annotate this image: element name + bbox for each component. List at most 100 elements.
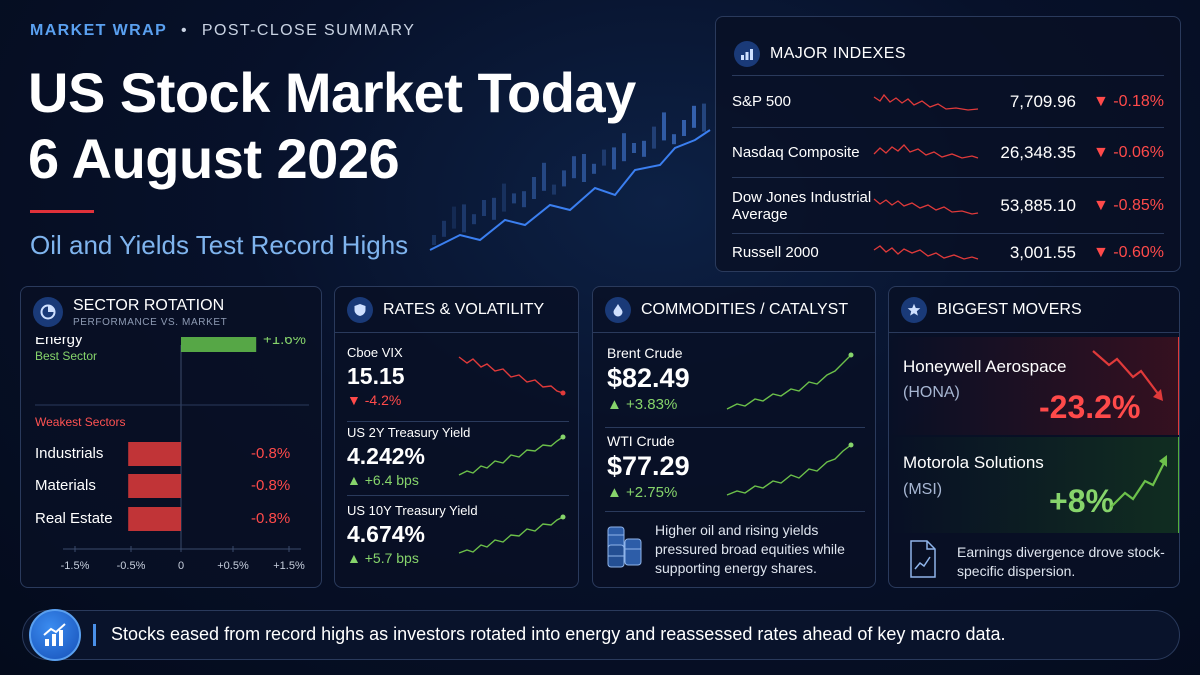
index-name: Russell 2000 xyxy=(732,244,819,261)
hero-candle xyxy=(602,149,606,166)
commodities-header: COMMODITIES / CATALYST xyxy=(593,287,875,333)
hero-candle xyxy=(652,126,656,149)
sector-rotation-panel: SECTOR ROTATION PERFORMANCE VS. MARKET B… xyxy=(20,286,322,588)
kicker-accent: MARKET WRAP xyxy=(30,22,168,39)
x-tick-label: +0.5% xyxy=(217,560,249,572)
trend-chart-icon xyxy=(29,609,81,661)
sector-name: Real Estate xyxy=(35,510,113,527)
indexes-header: MAJOR INDEXES xyxy=(716,17,1180,75)
sector-value: +1.6% xyxy=(263,337,306,348)
mover-name: Motorola Solutions xyxy=(903,453,1044,472)
sector-bar xyxy=(128,474,181,498)
index-sparkline xyxy=(873,244,979,260)
index-name: S&P 500 xyxy=(732,93,791,110)
kicker: MARKET WRAP • POST-CLOSE SUMMARY xyxy=(30,22,415,40)
index-sparkline xyxy=(873,93,979,111)
x-tick-label: -1.5% xyxy=(61,560,90,572)
mover-ticker: (MSI) xyxy=(903,481,943,498)
hero-candle xyxy=(442,220,446,237)
title-line-2: 6 August 2026 xyxy=(28,127,400,190)
rate-change: ▼ -4.2% xyxy=(347,392,402,408)
sector-bar-chart: -1.5% -0.5% 0 +0.5% +1.5% Energy +1.6% Industri… xyxy=(35,337,309,572)
rate-label: Cboe VIX xyxy=(347,345,403,360)
2y-yield-sparkline xyxy=(458,434,566,476)
index-row[interactable]: S&P 500 7,709.96 ▼ -0.18% xyxy=(732,75,1164,127)
mover-item-up[interactable]: Motorola Solutions (MSI) +8% xyxy=(889,437,1179,533)
indexes-title: MAJOR INDEXES xyxy=(770,45,906,62)
x-tick-label: -0.5% xyxy=(117,560,146,572)
hero-candle xyxy=(612,147,616,170)
hero-market-chart-graphic xyxy=(429,103,711,251)
footer-divider xyxy=(93,624,96,646)
pie-chart-icon xyxy=(33,297,63,327)
commodity-value: $77.29 xyxy=(607,451,690,481)
index-row[interactable]: Nasdaq Composite 26,348.35 ▼ -0.06% xyxy=(732,127,1164,177)
rate-value: 4.674% xyxy=(347,521,426,547)
rate-value: 15.15 xyxy=(347,363,405,389)
rate-label: US 10Y Treasury Yield xyxy=(347,503,478,518)
rate-item-2y: US 2Y Treasury Yield 4.242% ▲ +6.4 bps xyxy=(347,425,569,495)
biggest-movers-panel: BIGGEST MOVERS Honeywell Aerospace (HONA… xyxy=(888,286,1180,588)
rate-label: US 2Y Treasury Yield xyxy=(347,425,471,440)
wti-sparkline xyxy=(726,442,854,496)
hero-candle xyxy=(672,134,676,145)
hero-candle xyxy=(582,154,586,182)
hero-candle xyxy=(572,156,576,179)
rate-item-vix: Cboe VIX 15.15 ▼ -4.2% xyxy=(347,345,569,415)
commodities-note: Higher oil and rising yields pressured b… xyxy=(655,522,845,576)
hero-candle xyxy=(462,204,466,233)
up-arrow-graphic xyxy=(1110,455,1167,508)
mover-item-down[interactable]: Honeywell Aerospace (HONA) -23.2% xyxy=(889,337,1179,435)
sector-name: Materials xyxy=(35,477,96,494)
index-row[interactable]: Russell 2000 3,001.55 ▼ -0.60% xyxy=(732,233,1164,271)
hero-candle xyxy=(532,177,536,199)
vix-sparkline xyxy=(458,356,566,396)
mover-change: -23.2% xyxy=(1039,389,1141,425)
commodities-title: COMMODITIES / CATALYST xyxy=(641,300,849,318)
divider xyxy=(347,421,569,422)
sector-value: -0.8% xyxy=(251,477,290,494)
commodity-change: ▲ +3.83% xyxy=(607,396,678,413)
mover-ticker: (HONA) xyxy=(903,384,960,401)
index-sparkline xyxy=(873,198,979,215)
sector-header: SECTOR ROTATION PERFORMANCE VS. MARKET xyxy=(21,287,321,337)
weakest-sectors-label: Weakest Sectors xyxy=(35,415,126,429)
index-name: Dow Jones Industrial Average xyxy=(732,188,872,223)
movers-title: BIGGEST MOVERS xyxy=(937,300,1082,318)
commodity-label: WTI Crude xyxy=(607,433,675,449)
kicker-rest: POST-CLOSE SUMMARY xyxy=(201,22,416,39)
commodity-label: Brent Crude xyxy=(607,345,683,361)
10y-yield-sparkline xyxy=(458,514,566,554)
index-value: 7,709.96 xyxy=(1009,91,1076,111)
sector-name: Energy xyxy=(35,337,83,348)
index-value: 3,001.55 xyxy=(1009,242,1076,262)
movers-header: BIGGEST MOVERS xyxy=(889,287,1179,333)
sector-name: Industrials xyxy=(35,445,103,462)
hero-candle xyxy=(512,193,516,204)
rates-title: RATES & VOLATILITY xyxy=(383,300,545,318)
sector-bar xyxy=(128,507,181,531)
document-icon xyxy=(910,540,936,578)
best-sector-label: Best Sector xyxy=(35,349,98,363)
mover-change: +8% xyxy=(1049,483,1114,519)
hero-candle xyxy=(562,170,566,187)
page-subtitle: Oil and Yields Test Record Highs xyxy=(30,230,409,260)
oil-drop-icon xyxy=(605,296,631,323)
hero-candle xyxy=(522,191,526,208)
hero-candle xyxy=(502,183,506,212)
hero-candle xyxy=(452,206,456,229)
rate-item-10y: US 10Y Treasury Yield 4.674% ▲ +5.7 bps xyxy=(347,503,569,573)
hero-candle xyxy=(662,112,666,141)
commodity-wti: WTI Crude $77.29 ▲ +2.75% xyxy=(607,433,867,509)
sector-value: -0.8% xyxy=(251,445,290,462)
down-arrow-graphic xyxy=(1092,350,1163,401)
star-icon xyxy=(901,296,927,323)
hero-candle xyxy=(432,235,436,245)
hero-trend-line xyxy=(429,129,711,251)
rate-change: ▲ +6.4 bps xyxy=(347,472,419,488)
index-row[interactable]: Dow Jones Industrial Average 53,885.10 ▼… xyxy=(732,177,1164,233)
kicker-separator: • xyxy=(181,22,189,39)
commodity-change: ▲ +2.75% xyxy=(607,484,678,501)
hero-candle xyxy=(632,143,636,153)
oil-barrels-icon xyxy=(607,526,642,568)
